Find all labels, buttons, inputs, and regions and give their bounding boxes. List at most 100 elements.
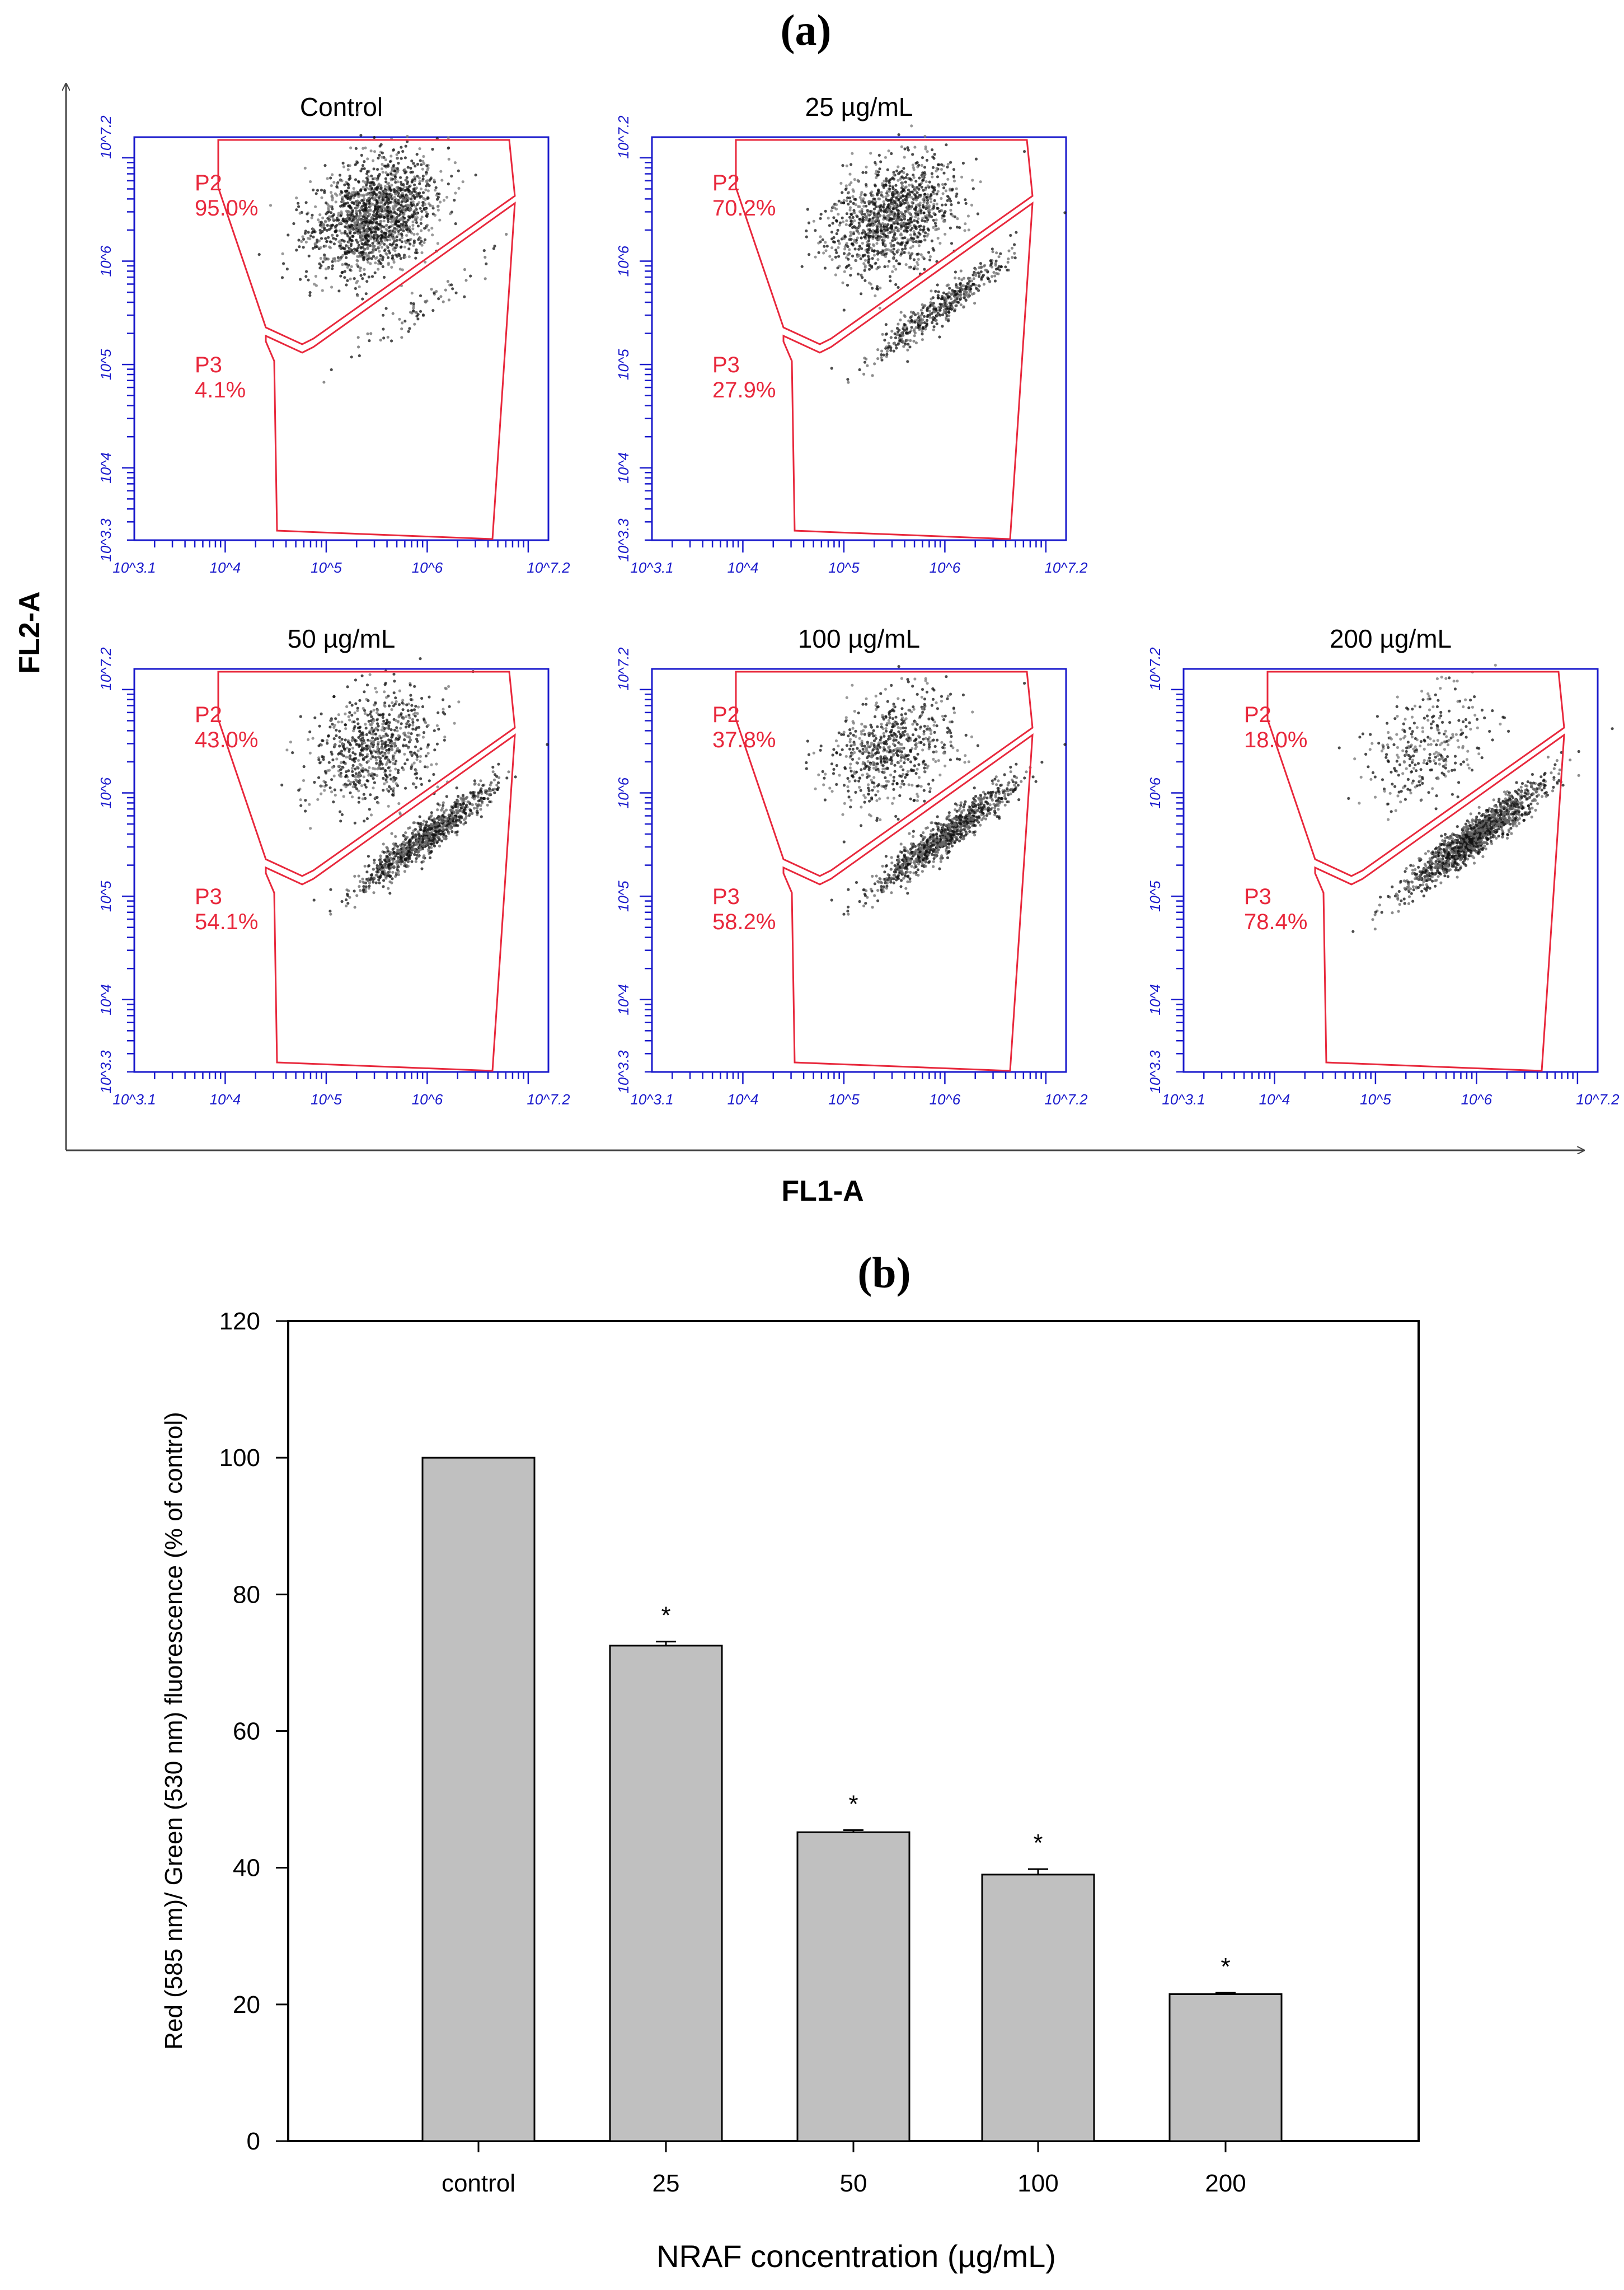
scatter-dot (317, 776, 321, 779)
scatter-dot (400, 327, 403, 331)
scatter-dot (375, 762, 378, 765)
scatter-dot (400, 146, 403, 149)
scatter-dot (396, 747, 400, 750)
scatter-dot (974, 271, 978, 275)
scatter-dot (360, 748, 363, 752)
scatter-dot (391, 847, 395, 851)
scatter-dot (431, 212, 435, 216)
scatter-dot (916, 221, 919, 224)
scatter-dot (851, 195, 855, 198)
scatter-dot (419, 777, 423, 780)
scatter-dot (341, 742, 344, 746)
scatter-dot (361, 204, 364, 208)
scatter-dot (409, 738, 412, 742)
scatter-dot (890, 225, 894, 228)
scatter-dot (337, 259, 340, 263)
scatter-dot (334, 793, 337, 797)
scatter-dot (443, 736, 447, 739)
scatter-dot (338, 174, 342, 177)
scatter-dot (938, 313, 942, 317)
scatter-dot (861, 231, 864, 235)
scatter-dot (435, 194, 439, 197)
scatter-dot (970, 279, 974, 283)
scatter-dot (949, 226, 952, 230)
scatter-dot (394, 696, 397, 700)
scatter-dot (367, 175, 370, 178)
scatter-dot (931, 321, 934, 324)
scatter-dot (916, 191, 919, 194)
scatter-dot (968, 277, 971, 280)
scatter-dot (849, 181, 853, 184)
scatter-dot (869, 224, 872, 227)
y-tick-label: 10^6 (97, 777, 114, 808)
scatter-dot (1063, 211, 1067, 214)
scatter-dot (385, 696, 388, 699)
scatter-dot (879, 208, 883, 212)
scatter-dot (324, 244, 327, 248)
scatter-dot (403, 752, 406, 756)
scatter-dot (383, 871, 387, 874)
scatter-dot (365, 744, 368, 748)
scatter-dot (361, 766, 364, 770)
scatter-dot (320, 196, 323, 199)
scatter-dot (411, 718, 414, 722)
scatter-dot (406, 746, 410, 750)
scatter-dot (904, 247, 907, 250)
scatter-dot (369, 749, 372, 752)
scatter-dot (363, 218, 366, 222)
scatter-dot (926, 184, 930, 188)
scatter-dot (924, 231, 927, 235)
scatter-dot (945, 284, 949, 287)
scatter-dot (858, 224, 861, 227)
scatter-dot (358, 753, 362, 757)
scatter-dot (863, 218, 867, 222)
scatter-dot (858, 368, 861, 372)
scatter-dot (837, 213, 840, 216)
scatter-dot (340, 813, 344, 816)
fl2-axis-label: FL2-A (13, 591, 46, 673)
scatter-dot (328, 786, 332, 789)
scatter-dot (297, 238, 301, 242)
scatter-dot (907, 251, 910, 255)
scatter-dot (387, 804, 390, 808)
scatter-dot (894, 344, 898, 347)
scatter-dot (862, 197, 865, 200)
scatter-dot (373, 271, 377, 274)
scatter-dot (320, 784, 323, 788)
scatter-dot (944, 232, 947, 236)
scatter-dot (972, 283, 975, 286)
scatter-dot (421, 736, 425, 739)
scatter-dot (371, 242, 374, 245)
scatter-dot (860, 236, 863, 240)
scatter-dot (946, 162, 950, 166)
scatter-dot (411, 227, 415, 231)
scatter-dot (366, 753, 369, 756)
scatter-dot (383, 727, 386, 730)
scatter-dot (817, 241, 820, 245)
scatter-dot (378, 153, 381, 157)
scatter-dot (955, 285, 958, 289)
scatter-dot (905, 223, 908, 226)
scatter-dot (412, 189, 416, 193)
scatter-dot (389, 188, 392, 192)
scatter-dot (351, 746, 355, 750)
scatter-dot (388, 238, 392, 241)
scatter-dot (447, 136, 450, 139)
scatter-dot (890, 217, 893, 221)
scatter-dot (388, 892, 392, 895)
scatter-dot (356, 336, 360, 339)
scatter-dot (995, 251, 998, 255)
scatter-dot (926, 315, 929, 319)
scatter-dot (376, 178, 379, 181)
scatter-dot (849, 217, 852, 221)
scatter-dot (437, 728, 440, 731)
scatter-dot (921, 219, 924, 222)
scatter-dot (856, 215, 859, 218)
scatter-dot (436, 785, 439, 789)
scatter-dot (402, 744, 405, 748)
scatter-dot (396, 167, 399, 170)
scatter-dot (905, 230, 909, 233)
scatter-dot (944, 189, 947, 193)
scatter-dot (303, 232, 307, 235)
scatter-dot (348, 711, 351, 714)
